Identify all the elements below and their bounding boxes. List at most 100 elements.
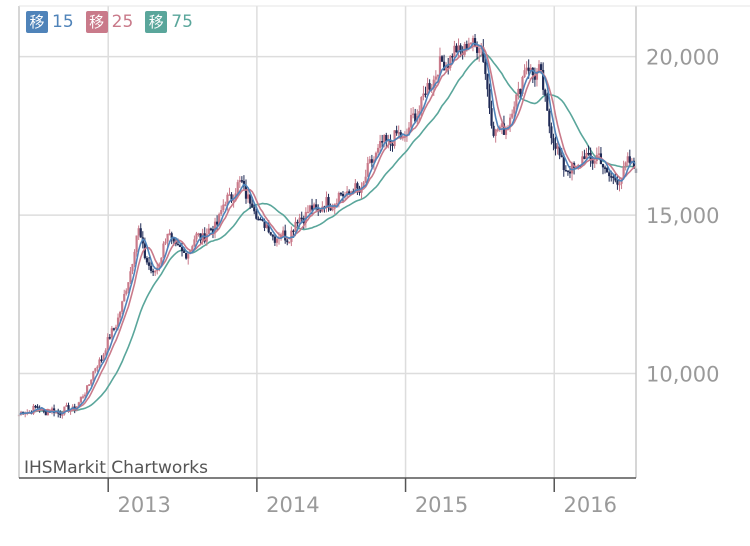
- candle-body: [178, 244, 182, 248]
- candle-body: [298, 217, 301, 223]
- candle-body: [453, 45, 456, 58]
- candle-body: [94, 368, 97, 372]
- candle-body: [457, 45, 460, 53]
- candle-body: [139, 228, 142, 238]
- candle-body: [471, 38, 475, 43]
- candle-body: [246, 194, 250, 199]
- candle-body: [261, 219, 264, 221]
- candle-body: [341, 193, 345, 197]
- candle-body: [182, 251, 186, 253]
- candle-body: [129, 271, 132, 283]
- x-tick-label: 2014: [266, 493, 319, 517]
- candle-body: [162, 243, 165, 258]
- candle-body: [112, 328, 116, 330]
- candle-body: [180, 247, 184, 252]
- candle-body: [354, 183, 357, 193]
- candle-body: [432, 79, 435, 89]
- candle-body: [251, 203, 254, 208]
- candle-body: [519, 88, 522, 95]
- candle-body: [492, 125, 495, 136]
- candle-body: [294, 221, 297, 231]
- candle-body: [238, 180, 241, 183]
- ma15-line: [18, 42, 637, 416]
- ma75-line: [18, 53, 637, 416]
- candle-body: [362, 182, 365, 187]
- candle-body: [44, 411, 47, 416]
- candle-body: [154, 270, 157, 273]
- legend-label-ma25: 25: [111, 12, 134, 32]
- x-tick-label: 2015: [415, 493, 468, 517]
- candle-body: [253, 207, 256, 212]
- candle-body: [366, 162, 369, 177]
- legend-item-ma75: 移 75: [145, 11, 193, 33]
- candle-body: [306, 211, 309, 214]
- plot-frame: [18, 5, 750, 479]
- candle-body: [325, 197, 328, 207]
- candle-body: [348, 191, 351, 194]
- candle-body: [98, 359, 101, 367]
- candle-body: [603, 167, 607, 169]
- candle-body: [376, 147, 380, 153]
- ma25-series: [18, 44, 637, 416]
- candle-body: [211, 229, 215, 234]
- candle-body: [133, 251, 136, 265]
- candle-body: [486, 74, 489, 90]
- candle-body: [160, 257, 163, 265]
- candle-body: [548, 110, 551, 127]
- candle-body: [556, 146, 559, 149]
- candle-body: [465, 43, 468, 50]
- y-axis: 10,000 15,000 20,000: [646, 46, 719, 387]
- candle-body: [385, 134, 388, 141]
- candle-body: [537, 64, 541, 72]
- candle-body: [601, 164, 605, 168]
- candle-body: [622, 166, 625, 179]
- candle-body: [236, 182, 239, 194]
- candle-body: [490, 108, 493, 126]
- candle-body: [170, 233, 173, 239]
- candle-body: [121, 301, 124, 312]
- candle-body: [442, 61, 446, 71]
- candle-body: [222, 204, 225, 211]
- candle-body: [414, 113, 417, 122]
- candle-body: [230, 194, 233, 201]
- legend-swatch-ma25: 移: [85, 11, 108, 33]
- candle-body: [597, 153, 600, 155]
- candle-body: [585, 152, 588, 159]
- candle-body: [55, 412, 58, 414]
- candle-body: [335, 203, 338, 205]
- candle-body: [535, 71, 539, 80]
- ma25-line: [18, 44, 637, 416]
- candle-body: [370, 159, 373, 163]
- candle-body: [356, 183, 359, 189]
- candle-body: [34, 405, 37, 408]
- candle-body: [473, 38, 477, 46]
- candle-body: [224, 204, 227, 206]
- y-tick-label: 20,000: [646, 46, 719, 70]
- candle-body: [440, 56, 444, 62]
- candle-body: [46, 411, 49, 416]
- candle-body: [422, 93, 425, 97]
- candle-body: [337, 192, 340, 204]
- candle-body: [496, 129, 499, 131]
- candle-body: [319, 209, 322, 212]
- candle-body: [187, 254, 190, 259]
- candle-body: [275, 238, 279, 243]
- candle-body: [546, 95, 549, 111]
- candle-body: [203, 233, 206, 242]
- candle-body: [131, 264, 134, 272]
- candle-body: [407, 127, 411, 135]
- candle-body: [500, 123, 503, 127]
- candle-body: [562, 157, 565, 170]
- candle-body: [259, 218, 262, 221]
- candle-body: [104, 350, 107, 355]
- y-tick-label: 15,000: [646, 204, 719, 228]
- candle-body: [395, 130, 398, 134]
- candle-body: [570, 163, 574, 174]
- candle-body: [544, 89, 547, 96]
- candle-body: [273, 236, 276, 243]
- candle-body: [608, 172, 611, 177]
- candle-body: [420, 96, 423, 112]
- candle-body: [257, 218, 260, 221]
- candle-body: [554, 143, 557, 149]
